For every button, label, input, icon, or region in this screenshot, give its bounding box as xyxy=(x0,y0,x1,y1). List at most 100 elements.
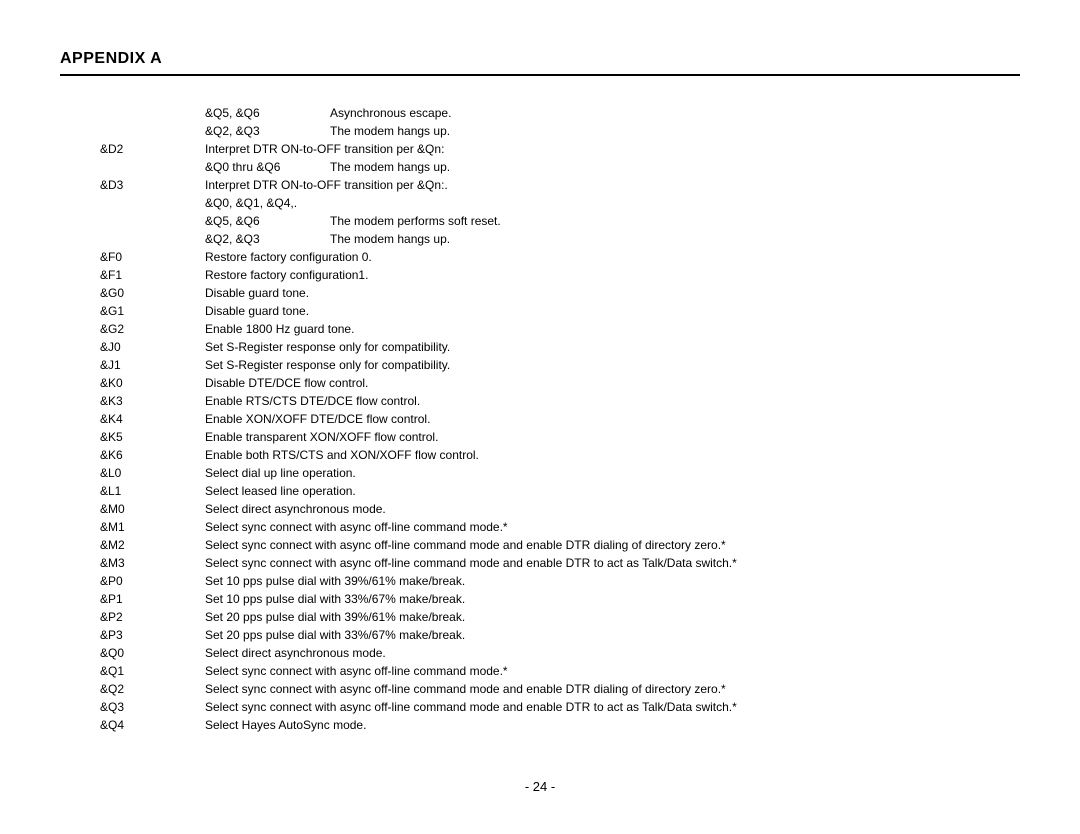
command-code: &G0 xyxy=(100,284,205,302)
command-description: Select sync connect with async off-line … xyxy=(205,698,1020,716)
command-description: Select Hayes AutoSync mode. xyxy=(205,716,1020,734)
command-code: &P1 xyxy=(100,590,205,608)
table-row: &Q2Select sync connect with async off-li… xyxy=(100,680,1020,698)
command-description: Select sync connect with async off-line … xyxy=(205,554,1020,572)
command-code: &G2 xyxy=(100,320,205,338)
command-description: Restore factory configuration1. xyxy=(205,266,1020,284)
command-code: &M2 xyxy=(100,536,205,554)
table-row: &Q1Select sync connect with async off-li… xyxy=(100,662,1020,680)
table-row: &Q0 thru &Q6The modem hangs up. xyxy=(100,158,1020,176)
command-code: &L0 xyxy=(100,464,205,482)
command-code: &K6 xyxy=(100,446,205,464)
command-code xyxy=(100,230,205,248)
command-description: Asynchronous escape. xyxy=(330,104,1020,122)
command-code: &K4 xyxy=(100,410,205,428)
command-code: &Q3 xyxy=(100,698,205,716)
command-code: &M1 xyxy=(100,518,205,536)
command-description: Enable RTS/CTS DTE/DCE flow control. xyxy=(205,392,1020,410)
command-table: &Q5, &Q6Asynchronous escape.&Q2, &Q3The … xyxy=(60,104,1020,734)
table-row: &K0Disable DTE/DCE flow control. xyxy=(100,374,1020,392)
table-row: &Q3Select sync connect with async off-li… xyxy=(100,698,1020,716)
table-row: &P0Set 10 pps pulse dial with 39%/61% ma… xyxy=(100,572,1020,590)
command-code: &P0 xyxy=(100,572,205,590)
command-code: &P2 xyxy=(100,608,205,626)
table-row: &L0Select dial up line operation. xyxy=(100,464,1020,482)
command-code: &K0 xyxy=(100,374,205,392)
command-code: &D3 xyxy=(100,176,205,194)
command-description: Enable XON/XOFF DTE/DCE flow control. xyxy=(205,410,1020,428)
command-description: The modem hangs up. xyxy=(330,230,1020,248)
table-row: &G0Disable guard tone. xyxy=(100,284,1020,302)
command-description: Interpret DTR ON-to-OFF transition per &… xyxy=(205,176,1020,194)
command-code: &Q2 xyxy=(100,680,205,698)
command-code: &D2 xyxy=(100,140,205,158)
table-row: &J0Set S-Register response only for comp… xyxy=(100,338,1020,356)
table-row: &G1Disable guard tone. xyxy=(100,302,1020,320)
command-code: &K3 xyxy=(100,392,205,410)
command-code: &L1 xyxy=(100,482,205,500)
command-code: &J0 xyxy=(100,338,205,356)
table-row: &F1Restore factory configuration1. xyxy=(100,266,1020,284)
command-description: Set S-Register response only for compati… xyxy=(205,338,1020,356)
command-code xyxy=(100,122,205,140)
table-row: &J1Set S-Register response only for comp… xyxy=(100,356,1020,374)
table-row: &D3Interpret DTR ON-to-OFF transition pe… xyxy=(100,176,1020,194)
table-row: &K3Enable RTS/CTS DTE/DCE flow control. xyxy=(100,392,1020,410)
command-description: Set 10 pps pulse dial with 33%/67% make/… xyxy=(205,590,1020,608)
sub-code: &Q0 thru &Q6 xyxy=(205,158,330,176)
command-code: &F0 xyxy=(100,248,205,266)
command-code: &J1 xyxy=(100,356,205,374)
table-row: &D2Interpret DTR ON-to-OFF transition pe… xyxy=(100,140,1020,158)
table-row: &Q0, &Q1, &Q4,. xyxy=(100,194,1020,212)
command-description: Interpret DTR ON-to-OFF transition per &… xyxy=(205,140,1020,158)
table-row: &Q2, &Q3The modem hangs up. xyxy=(100,230,1020,248)
command-description: Enable both RTS/CTS and XON/XOFF flow co… xyxy=(205,446,1020,464)
command-description: Select sync connect with async off-line … xyxy=(205,536,1020,554)
table-row: &P1Set 10 pps pulse dial with 33%/67% ma… xyxy=(100,590,1020,608)
command-code: &G1 xyxy=(100,302,205,320)
command-code: &P3 xyxy=(100,626,205,644)
table-row: &Q5, &Q6The modem performs soft reset. xyxy=(100,212,1020,230)
command-description: Select sync connect with async off-line … xyxy=(205,680,1020,698)
table-row: &G2Enable 1800 Hz guard tone. xyxy=(100,320,1020,338)
table-row: &Q4Select Hayes AutoSync mode. xyxy=(100,716,1020,734)
command-code xyxy=(100,104,205,122)
command-description: The modem hangs up. xyxy=(330,122,1020,140)
command-description: Set 20 pps pulse dial with 39%/61% make/… xyxy=(205,608,1020,626)
appendix-header: APPENDIX A xyxy=(60,50,1020,76)
table-row: &F0Restore factory configuration 0. xyxy=(100,248,1020,266)
sub-code: &Q2, &Q3 xyxy=(205,230,330,248)
table-row: &M2Select sync connect with async off-li… xyxy=(100,536,1020,554)
sub-code: &Q5, &Q6 xyxy=(205,104,330,122)
command-description: Select direct asynchronous mode. xyxy=(205,644,1020,662)
command-code: &Q4 xyxy=(100,716,205,734)
command-code: &M3 xyxy=(100,554,205,572)
command-code xyxy=(100,158,205,176)
command-code: &Q1 xyxy=(100,662,205,680)
command-code: &F1 xyxy=(100,266,205,284)
sub-code: &Q2, &Q3 xyxy=(205,122,330,140)
table-row: &K4Enable XON/XOFF DTE/DCE flow control. xyxy=(100,410,1020,428)
command-description: Enable transparent XON/XOFF flow control… xyxy=(205,428,1020,446)
table-row: &K6Enable both RTS/CTS and XON/XOFF flow… xyxy=(100,446,1020,464)
table-row: &M1Select sync connect with async off-li… xyxy=(100,518,1020,536)
command-code xyxy=(100,194,205,212)
command-code xyxy=(100,212,205,230)
command-description: Set S-Register response only for compati… xyxy=(205,356,1020,374)
command-description xyxy=(330,194,1020,212)
table-row: &P2Set 20 pps pulse dial with 39%/61% ma… xyxy=(100,608,1020,626)
command-description: The modem performs soft reset. xyxy=(330,212,1020,230)
command-description: Restore factory configuration 0. xyxy=(205,248,1020,266)
page-number: - 24 - xyxy=(0,779,1080,794)
command-description: Disable guard tone. xyxy=(205,284,1020,302)
table-row: &Q5, &Q6Asynchronous escape. xyxy=(100,104,1020,122)
table-row: &M3Select sync connect with async off-li… xyxy=(100,554,1020,572)
command-code: &K5 xyxy=(100,428,205,446)
command-code: &Q0 xyxy=(100,644,205,662)
table-row: &P3Set 20 pps pulse dial with 33%/67% ma… xyxy=(100,626,1020,644)
command-description: Select dial up line operation. xyxy=(205,464,1020,482)
command-description: Select sync connect with async off-line … xyxy=(205,518,1020,536)
table-row: &M0Select direct asynchronous mode. xyxy=(100,500,1020,518)
command-description: Set 20 pps pulse dial with 33%/67% make/… xyxy=(205,626,1020,644)
command-description: Disable DTE/DCE flow control. xyxy=(205,374,1020,392)
